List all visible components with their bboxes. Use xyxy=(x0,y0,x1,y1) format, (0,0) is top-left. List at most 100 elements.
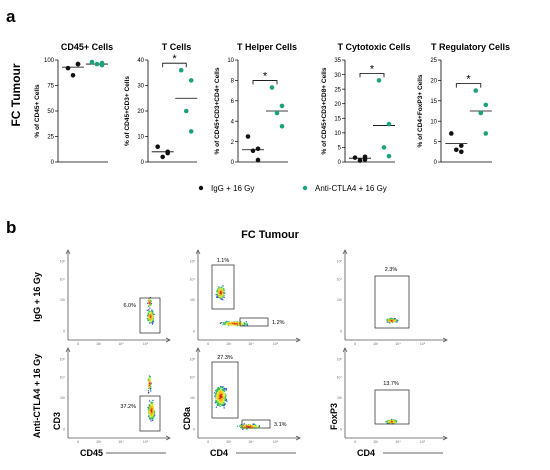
event-dot xyxy=(220,287,222,289)
event-dot xyxy=(214,395,216,397)
event-dot xyxy=(243,322,246,324)
event-dot xyxy=(151,417,153,419)
event-dot xyxy=(150,410,152,412)
event-dot xyxy=(152,407,154,409)
y-tick-label: 10³ xyxy=(190,396,196,400)
event-dot xyxy=(220,289,223,291)
event-dot xyxy=(217,388,219,390)
event-dot xyxy=(254,424,256,426)
event-dot xyxy=(149,412,151,414)
event-dot xyxy=(218,290,220,292)
event-dot xyxy=(236,323,238,325)
event-dot xyxy=(247,424,250,426)
event-dot xyxy=(148,400,151,402)
chart-1: T Cells % of CD45+CD3+ Cells 0 10 20 30 40 * xyxy=(124,42,198,166)
event-dot xyxy=(225,321,227,323)
event-dot xyxy=(248,425,250,427)
gate-percentage: 27.3% xyxy=(217,355,233,361)
event-dot xyxy=(227,322,229,324)
chart-title: T Helper Cells xyxy=(237,42,297,52)
event-dot xyxy=(217,398,219,400)
data-point xyxy=(99,60,105,66)
event-dot xyxy=(393,318,395,320)
y-tick-label: 20 xyxy=(430,79,437,85)
event-dot xyxy=(149,386,151,388)
event-dot xyxy=(231,323,233,325)
event-dot xyxy=(147,415,150,417)
event-dot xyxy=(219,289,221,291)
event-dot xyxy=(220,294,222,297)
event-dot xyxy=(221,404,223,406)
event-dot xyxy=(217,292,219,295)
event-dot xyxy=(150,315,153,317)
y-tick-label: 10⁴ xyxy=(60,375,66,379)
x-axis-label: CD4 xyxy=(357,448,375,458)
event-dot xyxy=(221,294,223,296)
data-point xyxy=(449,131,454,136)
event-dot xyxy=(214,402,216,404)
event-dot xyxy=(218,404,220,406)
event-dot xyxy=(255,425,257,427)
event-dot xyxy=(152,405,154,407)
event-dot xyxy=(150,387,152,390)
event-dot xyxy=(390,421,392,423)
y-tick-label: 5 xyxy=(338,146,342,152)
event-dot xyxy=(393,319,396,321)
event-dot xyxy=(147,319,149,321)
event-dot xyxy=(389,319,391,322)
event-dot xyxy=(149,380,151,383)
event-dot xyxy=(217,295,219,297)
event-dot xyxy=(151,411,153,413)
event-dot xyxy=(221,290,223,292)
event-dot xyxy=(222,401,224,403)
event-dot xyxy=(223,394,225,396)
event-dot xyxy=(147,302,149,304)
event-dot xyxy=(395,319,398,321)
event-dot xyxy=(220,387,222,389)
gate-box xyxy=(374,275,410,329)
event-dot xyxy=(252,425,254,427)
event-dot xyxy=(395,420,397,422)
event-dot xyxy=(221,400,223,402)
event-dot xyxy=(151,402,153,404)
y-axis-label: % of CD45+CD3+ Cells xyxy=(124,76,131,146)
chart-title: T Regulatory Cells xyxy=(431,42,510,52)
event-dot xyxy=(219,397,221,400)
event-dot xyxy=(217,288,219,290)
y-tick-label: 10³ xyxy=(60,396,66,400)
event-dot xyxy=(215,396,217,398)
chart-4: T Regulatory Cells % of CD4+FoxP3+ Cells 0… xyxy=(417,42,510,166)
event-dot xyxy=(221,294,223,296)
event-dot xyxy=(150,304,152,306)
event-dot xyxy=(148,387,150,389)
event-dot xyxy=(245,424,247,426)
event-dot xyxy=(390,317,392,319)
event-dot xyxy=(238,324,240,326)
event-dot xyxy=(225,396,227,398)
y-tick-label: 10⁵ xyxy=(337,259,343,263)
row-label-igg: IgG + 16 Gy xyxy=(32,272,42,322)
x-axis-arrow xyxy=(442,337,448,343)
event-dot xyxy=(391,320,393,322)
event-dot xyxy=(149,376,151,378)
event-dot xyxy=(222,324,224,326)
y-axis-arrow xyxy=(65,347,71,353)
event-dot xyxy=(221,399,223,401)
event-dot xyxy=(150,409,152,411)
event-dot xyxy=(389,421,392,423)
event-dot xyxy=(228,321,230,323)
event-dot xyxy=(223,296,225,298)
gate-percentage: 1.1% xyxy=(217,258,230,264)
event-dot xyxy=(220,291,222,293)
event-dot xyxy=(249,426,252,428)
event-dot xyxy=(241,324,244,326)
event-dot xyxy=(224,399,226,401)
data-point xyxy=(483,102,489,108)
event-dot xyxy=(233,322,235,324)
event-dot xyxy=(388,420,390,422)
event-dot xyxy=(152,408,154,410)
x-tick-label: 10⁵ xyxy=(143,440,149,444)
event-dot xyxy=(218,291,220,293)
event-dot xyxy=(225,399,227,402)
y-tick-label: 0 xyxy=(231,160,235,166)
